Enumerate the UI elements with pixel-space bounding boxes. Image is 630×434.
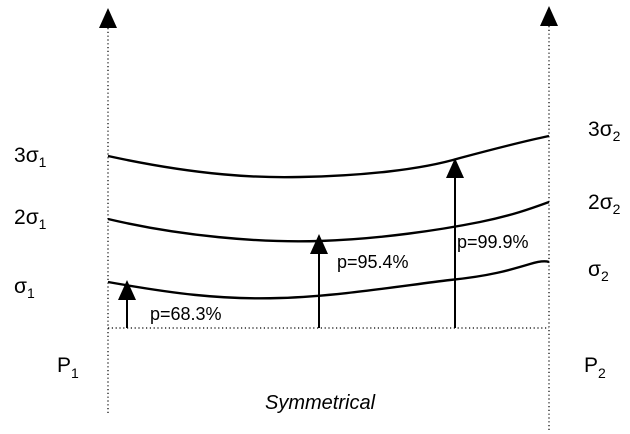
right-level-2-label: 2σ2	[588, 191, 621, 217]
left-axis-label: P1	[57, 354, 79, 381]
probability-label-99: p=99.9%	[457, 232, 529, 252]
left-level-2-label: 2σ1	[14, 206, 47, 232]
right-level-1-label: σ2	[588, 258, 609, 284]
right-axis-arrowhead	[540, 6, 558, 26]
probability-label-68: p=68.3%	[150, 304, 222, 324]
left-axis-arrowhead	[99, 8, 117, 28]
right-level-3-label: 3σ2	[588, 118, 621, 144]
left-level-1-label: σ1	[14, 275, 35, 301]
arrow-3-sigma-head	[446, 158, 464, 178]
curve-2-sigma	[107, 200, 550, 243]
probability-label-95: p=95.4%	[337, 252, 409, 272]
arrow-1-sigma-head	[118, 280, 136, 300]
curve-1-sigma	[107, 260, 550, 300]
curve-3-sigma	[107, 134, 550, 179]
caption: Symmetrical	[265, 392, 376, 414]
right-axis-label: P2	[584, 354, 606, 381]
left-level-3-label: 3σ1	[14, 144, 47, 170]
arrow-2-sigma-head	[310, 234, 328, 254]
